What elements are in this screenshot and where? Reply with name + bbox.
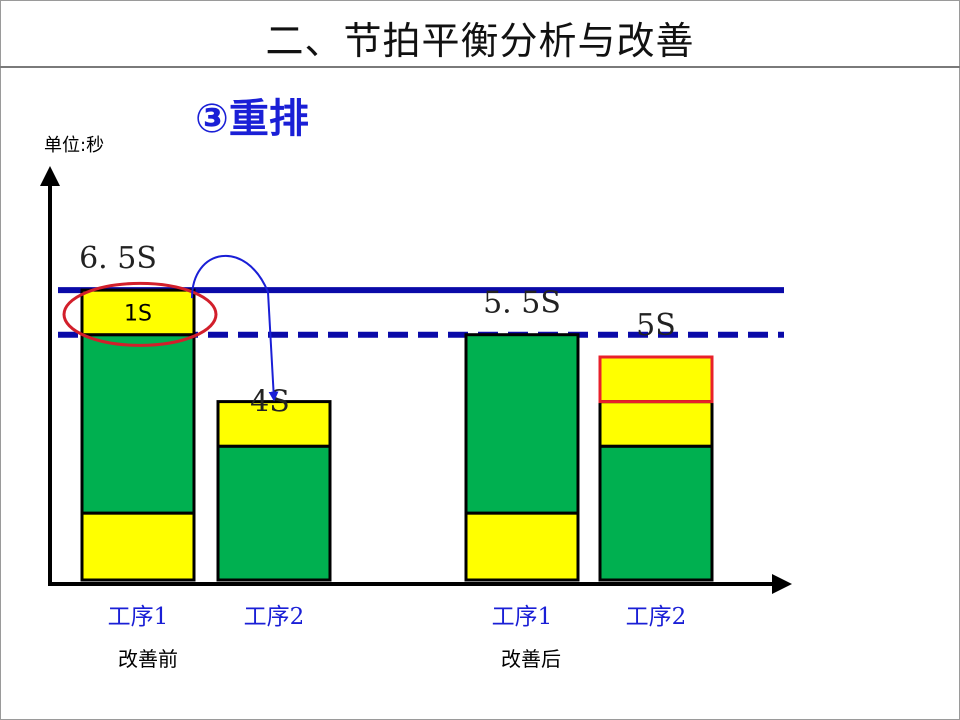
category-label: 工序2 xyxy=(244,604,305,630)
bar-1-segment-2 xyxy=(80,333,196,515)
total-label: 4S xyxy=(250,385,290,420)
bar-2-segment-2 xyxy=(216,400,332,448)
unit-label: 单位:秒 xyxy=(44,135,104,156)
bar-1-segment-3 xyxy=(80,288,196,337)
bar-4-segment-2 xyxy=(598,400,714,448)
group-label: 改善后 xyxy=(501,647,561,671)
category-label: 工序2 xyxy=(626,604,687,630)
slide-subtitle: ③重排 xyxy=(195,96,309,142)
total-label: 6. 5S xyxy=(79,241,157,276)
move-arrow xyxy=(191,254,279,402)
bar-3-segment-1 xyxy=(464,511,580,582)
total-label: 5. 5S xyxy=(483,286,561,321)
category-label: 工序1 xyxy=(492,604,553,630)
slide-title: 二、节拍平衡分析与改善 xyxy=(265,19,695,63)
bar-1-segment-1 xyxy=(80,511,196,582)
bar-4-segment-3 xyxy=(598,355,714,404)
moved-segment-outline xyxy=(598,355,714,404)
bar-2-segment-1 xyxy=(216,444,332,582)
category-label: 工序1 xyxy=(108,604,169,630)
segment-label: 1S xyxy=(124,301,152,326)
bar-3-segment-2 xyxy=(464,333,580,515)
group-label: 改善前 xyxy=(118,647,178,671)
highlight-ellipse xyxy=(62,281,218,347)
header-divider xyxy=(0,66,960,68)
total-label: 5S xyxy=(636,308,676,343)
bar-4-segment-1 xyxy=(598,444,714,582)
